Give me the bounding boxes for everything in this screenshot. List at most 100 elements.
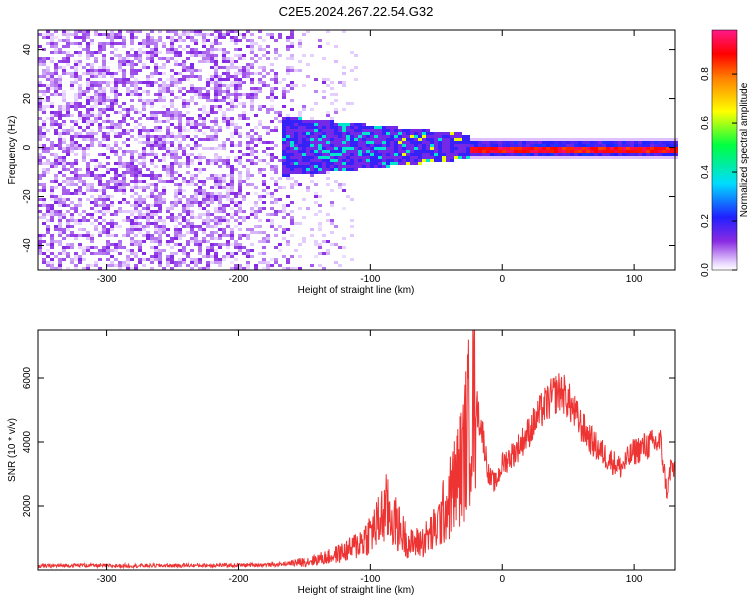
spectrogram-cell (346, 162, 350, 165)
spectrogram-cell (158, 138, 162, 141)
spectrogram-cell (42, 84, 46, 87)
spectrogram-cell (626, 156, 630, 159)
spectrogram-cell (402, 138, 406, 141)
spectrogram-cell (618, 141, 622, 144)
spectrogram-cell (242, 33, 246, 36)
spectrogram-cell (118, 123, 122, 126)
spectrogram-cell (54, 162, 58, 165)
spectrogram-cell (70, 213, 74, 216)
spectrogram-cell (490, 156, 494, 159)
spectrogram-cell (506, 156, 510, 159)
spectrogram-cell (478, 153, 482, 156)
spectrogram-cell (102, 198, 106, 201)
spectrogram-cell (134, 51, 138, 54)
spectrogram-cell (198, 252, 202, 255)
spectrogram-cell (330, 153, 334, 156)
spectrogram-cell (118, 69, 122, 72)
spectrogram-cell (226, 138, 230, 141)
spectrogram-cell (190, 225, 194, 228)
spectrogram-cell (234, 54, 238, 57)
spectrogram-cell (390, 162, 394, 165)
spectrogram-cell (74, 207, 78, 210)
spectrogram-cell (278, 33, 282, 36)
spectrogram-cell (138, 213, 142, 216)
spectrogram-cell (410, 138, 414, 141)
spectrogram-cell (150, 192, 154, 195)
spectrogram-cell (170, 135, 174, 138)
spectrogram-cell (122, 174, 126, 177)
spectrogram-cell (574, 138, 578, 141)
spectrogram-cell (198, 180, 202, 183)
spectrogram-cell (50, 51, 54, 54)
spectrogram-cell (158, 120, 162, 123)
spectrogram-cell (610, 153, 614, 156)
spectrogram-cell (166, 234, 170, 237)
spectrogram-cell (102, 102, 106, 105)
spectrogram-cell (342, 66, 346, 69)
spectrogram-cell (374, 156, 378, 159)
spectrogram-cell (174, 195, 178, 198)
spectrogram-cell (70, 105, 74, 108)
spectrogram-cell (78, 219, 82, 222)
spectrogram-cell (190, 153, 194, 156)
spectrogram-cell (226, 66, 230, 69)
spectrogram-cell (50, 204, 54, 207)
spectrogram-cell (190, 48, 194, 51)
spectrogram-cell (218, 30, 222, 33)
spectrogram-cell (114, 87, 118, 90)
spectrogram-cell (58, 132, 62, 135)
spectrogram-cell (506, 153, 510, 156)
spectrogram-cell (150, 105, 154, 108)
spectrogram-cell (554, 150, 558, 153)
spectrogram-cell (290, 177, 294, 180)
spectrogram-cell (594, 138, 598, 141)
spectrogram-cell (210, 162, 214, 165)
spectrogram-cell (286, 147, 290, 150)
spectrogram-cell (150, 135, 154, 138)
spectrogram-cell (110, 87, 114, 90)
spectrogram-cell (630, 150, 634, 153)
spectrogram-cell (134, 30, 138, 33)
spectrogram-cell (154, 42, 158, 45)
spectrogram-cell (282, 96, 286, 99)
spectrogram-cell (358, 153, 362, 156)
spectrogram-cell (62, 72, 66, 75)
spectrogram-cell (254, 144, 258, 147)
spectrogram-cell (62, 162, 66, 165)
spectrogram-cell (262, 237, 266, 240)
spectrogram-cell (38, 234, 42, 237)
spectrogram-cell (510, 153, 514, 156)
spectrogram-cell (286, 141, 290, 144)
spectrogram-cell (650, 153, 654, 156)
spectrogram-cell (222, 174, 226, 177)
spectrogram-cell (190, 126, 194, 129)
spectrogram-cell (310, 165, 314, 168)
spectrogram-cell (190, 159, 194, 162)
spectrogram-cell (238, 201, 242, 204)
spectrogram-cell (254, 231, 258, 234)
spectrogram-cell (118, 189, 122, 192)
spectrogram-cell (214, 90, 218, 93)
spectrogram-cell (38, 60, 42, 63)
spectrogram-cell (238, 189, 242, 192)
spectrogram-cell (78, 96, 82, 99)
spectrogram-cell (50, 57, 54, 60)
spectrogram-cell (670, 147, 674, 150)
spectrogram-cell (58, 156, 62, 159)
spectrogram-cell (202, 192, 206, 195)
spectrogram-cell (382, 132, 386, 135)
spectrogram-cell (62, 249, 66, 252)
spectrogram-cell (218, 78, 222, 81)
spectrogram-cell (146, 219, 150, 222)
spectrogram-cell (86, 72, 90, 75)
spectrogram-cell (194, 141, 198, 144)
spectrogram-cell (38, 147, 42, 150)
y-tick-label: 6000 (22, 366, 33, 389)
spectrogram-cell (350, 219, 354, 222)
spectrogram-cell (158, 144, 162, 147)
colorbar-label: Normalized spectral amplitude (739, 82, 750, 217)
spectrogram-cell (114, 144, 118, 147)
spectrogram-cell (158, 99, 162, 102)
spectrogram-cell (222, 141, 226, 144)
spectrogram-cell (342, 147, 346, 150)
